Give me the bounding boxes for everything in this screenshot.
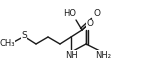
Text: NH₂: NH₂	[95, 51, 111, 59]
Text: HO: HO	[63, 9, 77, 19]
Text: NH: NH	[66, 51, 78, 59]
Text: O: O	[93, 9, 101, 19]
Text: O: O	[86, 20, 93, 28]
Text: CH₃: CH₃	[0, 38, 15, 48]
Text: S: S	[21, 32, 27, 40]
